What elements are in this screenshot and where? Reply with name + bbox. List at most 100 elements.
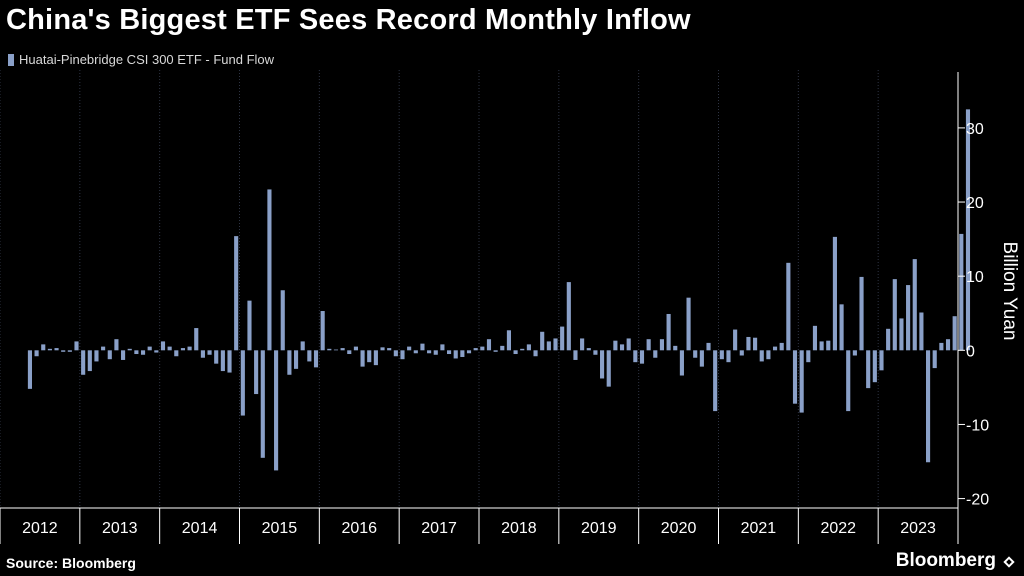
y-tick-label: 30 [966, 121, 984, 138]
bar [600, 350, 605, 379]
bar [267, 189, 272, 351]
bar [333, 349, 339, 351]
bar [879, 350, 884, 371]
bar [779, 342, 784, 351]
brand-name: Bloomberg [895, 550, 996, 571]
bar [553, 338, 558, 351]
bar [766, 350, 771, 360]
bar [47, 348, 52, 351]
bar [220, 350, 225, 372]
bar [373, 350, 378, 366]
bar [274, 350, 279, 471]
y-tick-label: 20 [966, 195, 984, 212]
bar [753, 337, 758, 351]
bar [287, 350, 292, 375]
bar [919, 312, 924, 351]
bar [580, 338, 585, 351]
bar [673, 345, 678, 351]
bar [493, 350, 498, 352]
bar [393, 350, 398, 357]
bar [706, 342, 711, 351]
bar [54, 348, 59, 351]
bar [892, 279, 897, 351]
y-tick-label: -20 [966, 492, 989, 509]
bar [167, 346, 172, 351]
bar [699, 350, 704, 367]
bar [906, 285, 911, 351]
bar [194, 328, 199, 351]
x-tick-label: 2020 [661, 520, 697, 537]
bar [320, 311, 325, 351]
bar [593, 350, 598, 355]
bar [380, 347, 385, 351]
bar [207, 350, 212, 355]
bar [81, 350, 86, 375]
bar [280, 290, 285, 351]
legend: Huatai-Pinebridge CSI 300 ETF - Fund Flo… [8, 52, 274, 67]
bar [200, 350, 205, 358]
bar [866, 350, 871, 389]
bar [67, 350, 72, 352]
bar [407, 346, 412, 351]
bar [666, 313, 671, 351]
bar [114, 339, 119, 351]
bar [121, 350, 126, 360]
bar [852, 350, 857, 356]
bar [300, 341, 305, 351]
bar [826, 340, 831, 351]
bar [932, 350, 937, 369]
bar [772, 346, 778, 351]
bar [526, 344, 531, 351]
bar [420, 343, 425, 351]
source-note: Source: Bloomberg [6, 555, 136, 571]
bar [686, 297, 691, 351]
bar [819, 341, 824, 351]
bar [134, 350, 139, 355]
bar [832, 236, 837, 351]
bar [247, 300, 252, 351]
bar [254, 350, 259, 395]
bar [713, 350, 718, 412]
x-tick-label: 2017 [421, 520, 457, 537]
bar [127, 348, 132, 351]
y-axis-title: Billion Yuan [999, 242, 1020, 341]
x-tick-label: 2016 [341, 520, 377, 537]
x-tick-label: 2021 [741, 520, 777, 537]
bar [327, 348, 332, 351]
bar [506, 330, 511, 351]
bar [140, 350, 146, 355]
bar [639, 350, 645, 364]
bar [313, 350, 319, 368]
bar [872, 350, 877, 383]
bar [566, 282, 571, 351]
bar [234, 236, 239, 351]
bar [453, 350, 458, 359]
bar [959, 233, 964, 351]
legend-label: Huatai-Pinebridge CSI 300 ETF - Fund Flo… [19, 52, 275, 67]
bar [719, 350, 724, 360]
bar [693, 350, 698, 358]
bar [94, 350, 99, 362]
bar [899, 318, 904, 351]
bar [520, 348, 525, 351]
x-tick-label: 2019 [581, 520, 617, 537]
bar [340, 348, 345, 351]
bar [560, 326, 565, 351]
bar [154, 350, 159, 353]
bar [427, 350, 432, 354]
bar [353, 346, 358, 351]
x-tick-label: 2013 [102, 520, 138, 537]
bar [440, 344, 445, 351]
bar [746, 336, 751, 351]
bar [633, 350, 638, 363]
bar [926, 350, 931, 463]
bar [646, 339, 651, 351]
bar [61, 350, 66, 352]
bar [679, 350, 684, 376]
bar [367, 350, 372, 363]
y-tick-label: -10 [966, 417, 989, 434]
bar [912, 259, 917, 351]
bar [653, 350, 658, 358]
bar [606, 350, 611, 387]
bar [792, 350, 798, 404]
